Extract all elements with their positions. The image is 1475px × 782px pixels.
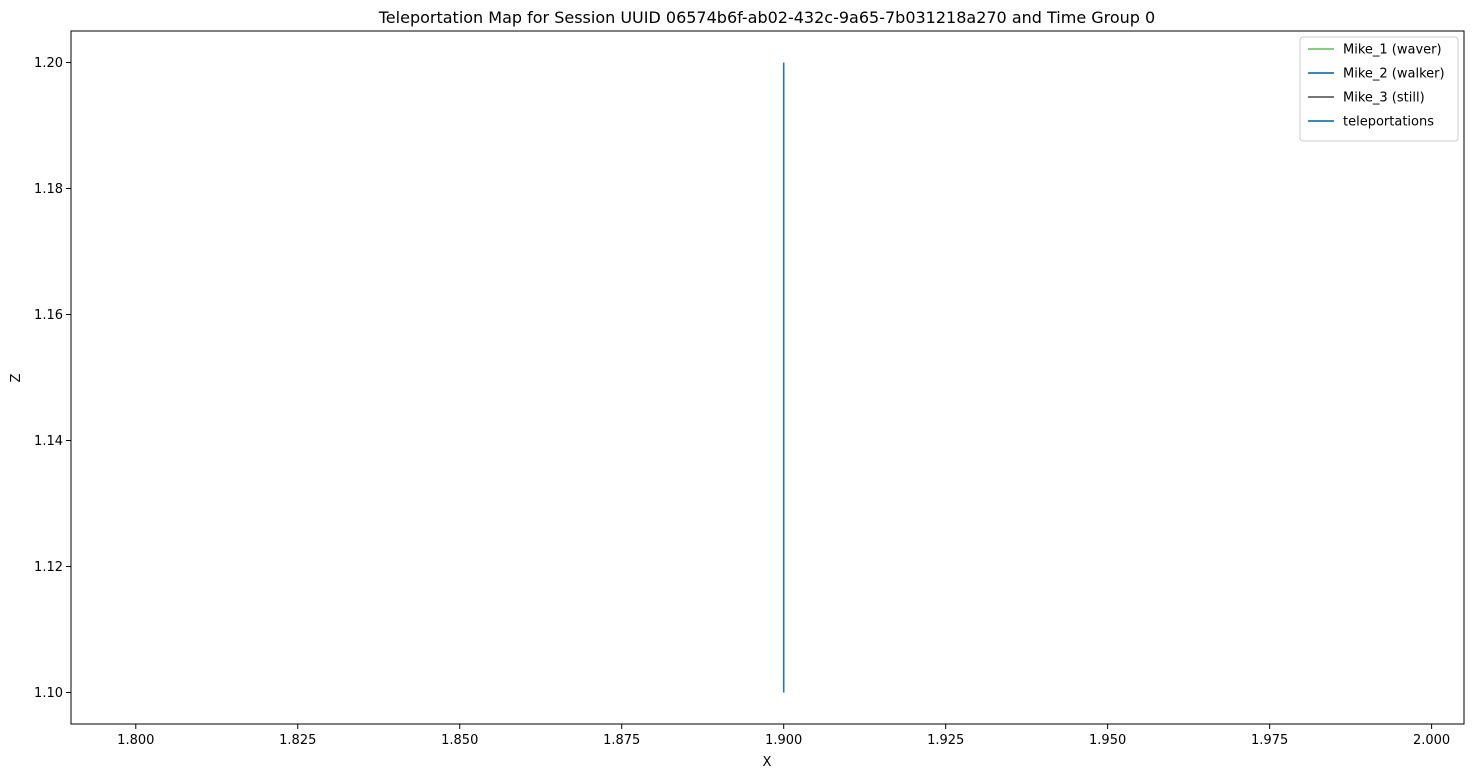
x-tick-label: 1.800 <box>117 733 154 748</box>
x-tick-label: 1.850 <box>441 733 478 748</box>
axes-frame <box>70 30 1465 725</box>
x-tick-label: 1.975 <box>1251 733 1288 748</box>
y-tick-label: 1.18 <box>34 182 63 197</box>
y-axis-label: Z <box>9 373 24 382</box>
legend-label: Mike_2 (walker) <box>1343 67 1445 82</box>
y-tick-label: 1.20 <box>34 56 63 71</box>
x-tick-label: 1.875 <box>603 733 640 748</box>
x-tick-label: 2.000 <box>1413 733 1450 748</box>
x-tick-label: 1.825 <box>279 733 316 748</box>
y-tick-label: 1.12 <box>34 560 63 575</box>
legend-box <box>1299 36 1459 142</box>
y-tick-label: 1.14 <box>34 434 63 449</box>
legend-label: Mike_3 (still) <box>1343 91 1425 106</box>
legend-label: Mike_1 (waver) <box>1343 43 1442 58</box>
x-axis-label: X <box>763 755 772 770</box>
y-axis: 1.10 1.12 1.14 1.16 1.18 1.20 <box>34 56 71 701</box>
legend-label: teleportations <box>1343 115 1434 130</box>
y-tick-label: 1.16 <box>34 308 63 323</box>
x-tick-label: 1.950 <box>1089 733 1126 748</box>
legend: Mike_1 (waver) Mike_2 (walker) Mike_3 (sti… <box>1299 36 1459 142</box>
x-tick-label: 1.900 <box>765 733 802 748</box>
x-tick-label: 1.925 <box>927 733 964 748</box>
x-axis: 1.800 1.825 1.850 1.875 1.900 1.925 1.950 1.975… <box>117 724 1450 748</box>
y-tick-label: 1.10 <box>34 686 63 701</box>
chart-title: Teleportation Map for Session UUID 06574… <box>378 8 1155 27</box>
